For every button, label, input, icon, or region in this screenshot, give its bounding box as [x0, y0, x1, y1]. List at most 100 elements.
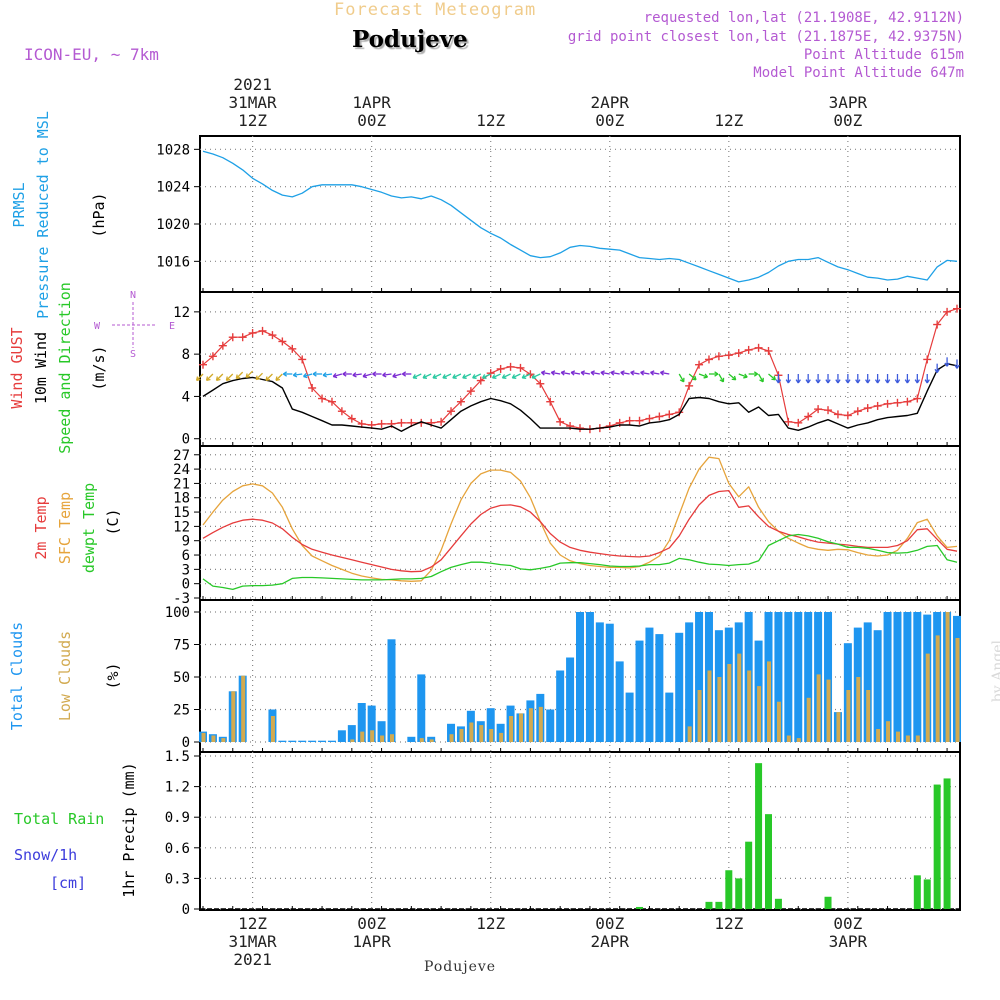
low-cloud-bar: [697, 690, 702, 742]
total-cloud-bar: [794, 612, 803, 742]
time-label-bottom: 12Z: [238, 914, 267, 933]
forecast-title: Forecast Meteogram: [334, 0, 537, 20]
wind-gust-label: Wind GUST: [8, 327, 26, 408]
wind-direction-arrow: [215, 373, 224, 381]
total-cloud-bar: [318, 740, 327, 742]
wind-direction-arrow: [845, 374, 851, 384]
gust-marker: [814, 405, 823, 414]
total-cloud-bar: [387, 639, 396, 742]
wind-direction-arrow: [678, 373, 685, 383]
total-cloud-bar: [655, 634, 664, 742]
total-cloud-bar: [576, 612, 584, 742]
gust-marker: [516, 363, 525, 372]
total-cloud-bar: [347, 725, 356, 742]
time-label-bottom: 12Z: [714, 914, 743, 933]
panel-frame: [199, 751, 961, 911]
low-cloud-bar: [905, 735, 910, 742]
low-cloud-bar: [479, 725, 484, 742]
wind-direction-arrow: [255, 372, 263, 381]
gust-marker: [486, 369, 495, 378]
gust-marker: [734, 349, 743, 358]
low-cloud-bar: [469, 722, 474, 742]
y-tick-label: 75: [173, 638, 190, 654]
wind-direction-arrow: [302, 373, 313, 379]
y-tick-label: 15: [173, 505, 190, 521]
low-cloud-bar: [419, 738, 424, 742]
wind-direction-arrow: [590, 370, 600, 376]
time-label-bottom: 2021: [233, 950, 272, 969]
low-cloud-bar: [518, 713, 523, 742]
total-cloud-bar: [605, 623, 614, 742]
gust-marker: [466, 387, 475, 396]
gust-marker: [665, 410, 674, 419]
gust-marker: [695, 360, 704, 369]
total-cloud-bar: [556, 670, 565, 742]
total-cloud-bar: [903, 612, 912, 742]
pressure-unit-label: (hPa): [90, 192, 108, 237]
gust-marker: [208, 352, 217, 361]
wind-direction-arrow: [954, 359, 960, 369]
y-tick-label: 27: [173, 448, 190, 464]
wind-speed-line: [202, 363, 958, 432]
gust-marker: [853, 407, 862, 416]
total-cloud-bar: [645, 627, 654, 742]
gust-marker: [645, 414, 654, 423]
y-tick-label: 0.3: [165, 871, 190, 887]
wind-direction-arrow: [805, 374, 811, 384]
compass-south: S: [130, 349, 136, 360]
wind-direction-arrow: [630, 370, 640, 376]
pressure-line: [202, 150, 958, 283]
wind-direction-arrow: [650, 370, 660, 376]
gust-marker: [199, 360, 207, 369]
precip-axis-label: 1hr Precip (mm): [120, 762, 138, 897]
wind-direction-arrow: [312, 371, 323, 377]
wind-direction-arrow: [835, 374, 841, 384]
wind-direction-arrow: [944, 357, 950, 367]
y-tick-label: 0: [182, 902, 190, 918]
total-cloud-bar: [863, 622, 872, 742]
total-cloud-bar: [298, 740, 307, 742]
rain-bar: [913, 875, 921, 909]
low-cloud-bar: [360, 731, 365, 742]
footer-location: Podujeve: [424, 959, 497, 975]
y-tick-label: 0.6: [165, 841, 190, 857]
rain-bar: [735, 878, 743, 909]
sfc-temp-line: [202, 456, 958, 582]
y-tick-label: 24: [173, 462, 190, 478]
low-cloud-bar: [866, 690, 871, 742]
gust-marker: [913, 394, 922, 403]
total-cloud-bar: [407, 736, 416, 742]
y-tick-label: -3: [173, 591, 190, 607]
wind-direction-arrow: [392, 373, 402, 379]
total-cloud-bar: [893, 612, 902, 742]
low-cloud-bar: [350, 739, 355, 742]
wind-direction-arrow: [934, 363, 940, 374]
gust-marker: [447, 407, 456, 416]
y-tick-label: 3: [182, 562, 190, 578]
total-clouds-label: Total Clouds: [8, 622, 26, 730]
gust-line: [202, 308, 958, 430]
wind-direction-arrow: [292, 372, 303, 378]
wind-direction-arrow: [422, 373, 432, 379]
total-cloud-bar: [327, 740, 336, 742]
gust-marker: [288, 344, 297, 353]
wind-direction-arrow: [570, 370, 581, 376]
low-cloud-bar: [786, 735, 791, 742]
wind-direction-arrow: [600, 370, 610, 376]
total-cloud-bar: [447, 723, 456, 742]
y-tick-label: 9: [182, 534, 190, 550]
low-cloud-bar: [270, 716, 275, 742]
wind-direction-arrow: [521, 373, 531, 379]
time-label-bottom: 12Z: [476, 914, 505, 933]
wind-direction-arrow: [610, 370, 620, 376]
gust-marker: [794, 418, 803, 427]
wind-direction-arrow: [688, 373, 697, 381]
wind-direction-arrow: [472, 373, 482, 379]
total-cloud-bar: [566, 657, 575, 742]
wind-direction-arrow: [511, 373, 521, 379]
low-cloud-bar: [707, 670, 712, 742]
low-cloud-bar: [886, 721, 891, 742]
low-cloud-bar: [846, 690, 851, 742]
y-tick-label: 12: [173, 305, 190, 321]
